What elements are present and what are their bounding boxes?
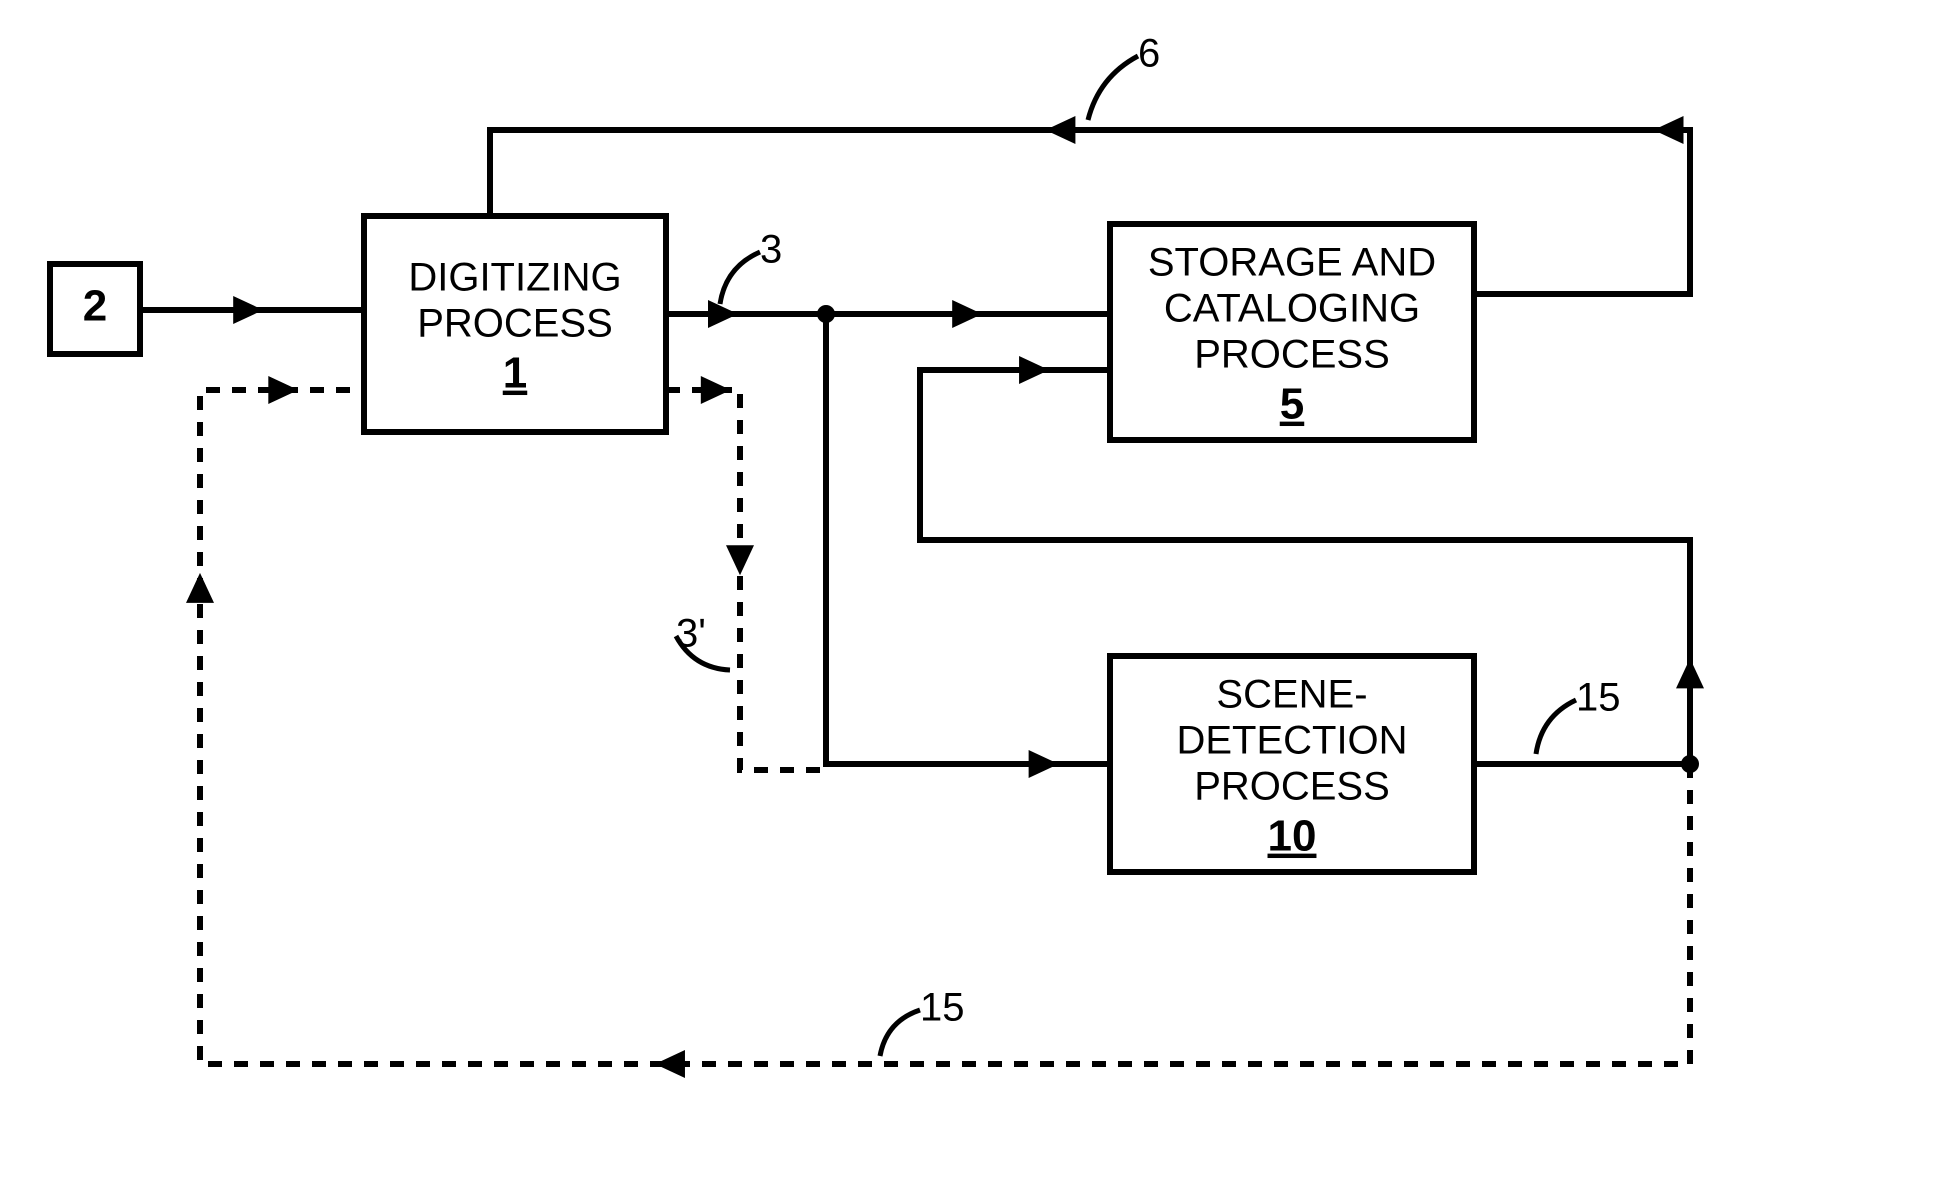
block-line: SCENE- <box>1216 673 1367 717</box>
block-line: PROCESS <box>1194 765 1390 809</box>
edge-label-e6: 6 <box>1138 32 1160 76</box>
junction-p3 <box>817 305 835 323</box>
edge-label-e3p: 3' <box>676 612 706 656</box>
block-ref: 2 <box>83 282 107 331</box>
block-line: STORAGE AND <box>1148 241 1436 285</box>
block-input: 2 <box>50 264 140 354</box>
block-ref: 10 <box>1268 812 1317 861</box>
block-line: PROCESS <box>417 302 613 346</box>
block-storage: STORAGE ANDCATALOGINGPROCESS5 <box>1110 224 1474 440</box>
block-digitizing: DIGITIZINGPROCESS1 <box>364 216 666 432</box>
edge-label-e3: 3 <box>760 228 782 272</box>
block-line: DETECTION <box>1176 719 1407 763</box>
block-line: DIGITIZING <box>408 256 621 300</box>
block-ref: 5 <box>1280 380 1304 429</box>
block-line: PROCESS <box>1194 333 1390 377</box>
edge-label-e15b: 15 <box>920 986 965 1030</box>
block-line: CATALOGING <box>1164 287 1420 331</box>
junction-p15 <box>1681 755 1699 773</box>
edge-label-e15a: 15 <box>1576 676 1621 720</box>
block-scene: SCENE-DETECTIONPROCESS10 <box>1110 656 1474 872</box>
block-ref: 1 <box>503 349 527 398</box>
